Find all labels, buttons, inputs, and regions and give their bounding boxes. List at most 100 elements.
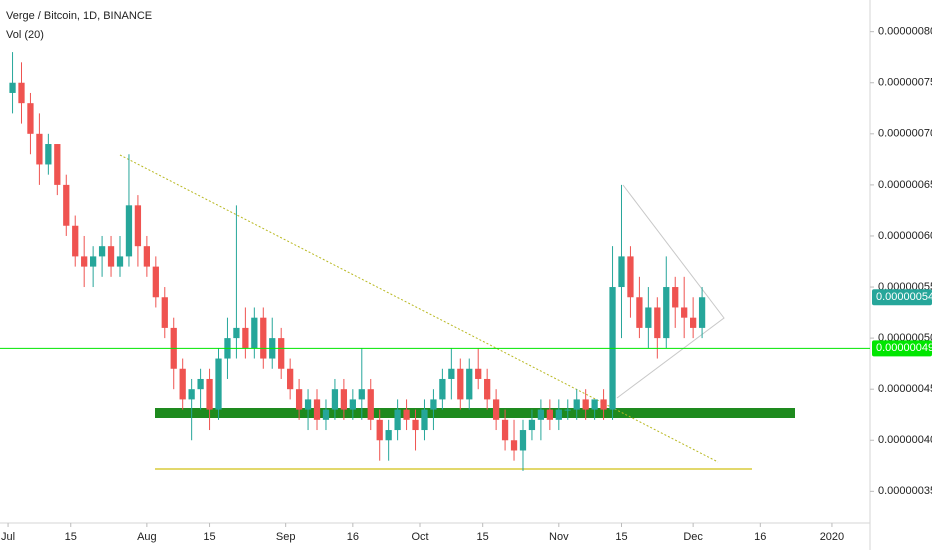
x-tick-label: 15 — [615, 531, 627, 543]
candle-body — [439, 378, 446, 400]
candle-body — [510, 440, 518, 451]
candle-body — [645, 307, 652, 328]
candle-body — [143, 246, 150, 267]
candle-body — [233, 327, 240, 339]
triangle-pattern — [616, 184, 725, 399]
y-tick-label: 0.00000075 — [878, 77, 932, 89]
candle-body — [81, 256, 88, 267]
candle-body — [9, 82, 16, 93]
candle-body — [484, 378, 491, 400]
price-label-box — [872, 340, 932, 357]
x-tick-label: Jul — [1, 531, 15, 543]
y-tick-label: 0.00000080 — [878, 26, 932, 38]
y-tick-label: 0.00000070 — [878, 128, 932, 140]
candle-body — [457, 368, 464, 400]
candle-body — [573, 399, 580, 410]
candle-body — [492, 399, 500, 420]
candle-body — [295, 389, 303, 410]
candle-body — [636, 297, 643, 328]
x-tick-label: Oct — [411, 531, 428, 543]
candle-body — [90, 256, 97, 267]
candle-body — [698, 297, 706, 328]
candle-body — [152, 266, 159, 298]
candle-body — [215, 358, 222, 410]
candle-body — [618, 256, 625, 288]
y-tick-label: 0.00000065 — [878, 179, 932, 191]
x-tick-label: Nov — [549, 531, 569, 543]
price-label-box — [872, 289, 932, 306]
candle-body — [654, 307, 661, 339]
candle-body — [45, 144, 52, 165]
candle-body — [475, 368, 482, 379]
candle-body — [358, 389, 365, 400]
candle-body — [367, 389, 374, 420]
candle-body — [681, 307, 688, 318]
x-tick-label: 2020 — [820, 531, 844, 543]
candle-body — [313, 399, 321, 420]
y-tick-label: 0.00000040 — [878, 434, 932, 446]
candle-body — [501, 419, 509, 441]
candle-body — [36, 133, 43, 165]
y-tick-label: 0.00000045 — [878, 383, 932, 395]
candle-body — [278, 338, 285, 369]
candle-body — [528, 419, 536, 431]
price-label: 0.00000054 — [876, 291, 932, 303]
candle-body — [672, 287, 679, 308]
candle-body — [125, 205, 133, 257]
candle-body — [421, 409, 428, 431]
candle-body — [555, 409, 562, 420]
y-tick-label: 0.00000035 — [878, 485, 932, 497]
candle-body — [161, 297, 168, 328]
candle-body — [107, 246, 115, 267]
x-tick-label: 15 — [65, 531, 77, 543]
candle-body — [448, 368, 455, 379]
candle-body — [197, 378, 204, 390]
candle-body — [412, 419, 419, 431]
candle-body — [376, 419, 383, 441]
candle-body — [546, 409, 553, 420]
candle-body — [331, 389, 339, 410]
x-tick-label: 15 — [203, 531, 215, 543]
candle-body — [690, 317, 697, 328]
indicator-label: Vol (20) — [6, 29, 44, 41]
candle-body — [385, 430, 392, 441]
candle-body — [116, 256, 124, 267]
trend-line — [119, 154, 719, 463]
candle-body — [582, 399, 589, 410]
candle-body — [287, 368, 294, 390]
candle-body — [466, 368, 473, 400]
candle-body — [591, 399, 598, 410]
candle-body — [72, 225, 79, 257]
candle-body — [430, 399, 437, 410]
candle-body — [98, 246, 106, 257]
candle-body — [304, 399, 312, 410]
candle-body — [519, 430, 527, 451]
candle-body — [537, 409, 545, 420]
candle-body — [627, 256, 634, 298]
x-tick-label: 16 — [347, 531, 359, 543]
candle-body — [18, 82, 25, 104]
candle-body — [340, 389, 348, 410]
candle-body — [663, 287, 670, 339]
candle-body — [206, 378, 213, 410]
support-zone — [155, 408, 795, 418]
candle-body — [564, 409, 571, 411]
candle-body — [349, 399, 356, 410]
chart-title: Verge / Bitcoin, 1D, BINANCE — [6, 10, 152, 22]
candle-body — [600, 399, 607, 410]
candle-body — [403, 409, 410, 420]
candle-body — [54, 144, 61, 185]
x-tick-label: Dec — [683, 531, 703, 543]
candle-body — [394, 409, 401, 431]
candle-body — [27, 103, 34, 134]
y-tick-label: 0.00000060 — [878, 230, 932, 242]
candle-body — [179, 368, 186, 400]
price-label: 0.00000049 — [876, 342, 932, 354]
candle-body — [63, 184, 70, 226]
candle-body — [188, 389, 195, 400]
x-tick-label: Sep — [276, 531, 296, 543]
x-tick-label: Aug — [137, 531, 157, 543]
candle-body — [242, 327, 249, 349]
